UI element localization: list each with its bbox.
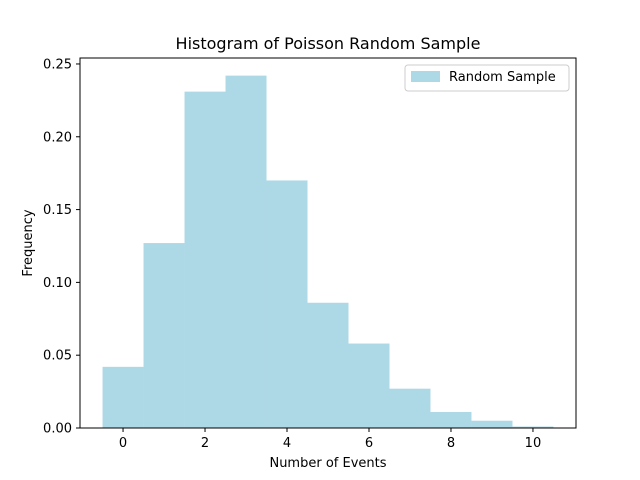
histogram-bar <box>143 243 185 428</box>
legend-label: Random Sample <box>449 70 556 85</box>
plot-frame <box>79 57 577 429</box>
y-axis-label: Frequency <box>21 209 36 276</box>
histogram-bar <box>102 366 144 428</box>
x-tick-label: 2 <box>201 436 209 451</box>
histogram-bar <box>266 180 308 428</box>
y-tick-label: 0.20 <box>43 130 72 145</box>
y-tick-label: 0.15 <box>43 203 72 218</box>
x-axis-label: Number of Events <box>269 456 386 471</box>
histogram-bar <box>184 91 226 429</box>
y-tick-label: 0.10 <box>43 276 72 291</box>
y-tick-label: 0.00 <box>43 422 72 437</box>
histogram-bar <box>225 75 267 428</box>
legend-swatch <box>411 71 440 82</box>
x-tick-label: 6 <box>365 436 373 451</box>
y-axis-ticks: 0.00 0.05 0.10 0.15 0.20 0.25 <box>43 57 80 437</box>
histogram-bar <box>512 426 554 428</box>
x-tick-label: 0 <box>119 436 127 451</box>
histogram-bars <box>102 75 554 429</box>
y-tick-label: 0.05 <box>43 349 72 364</box>
x-tick-label: 10 <box>525 436 542 451</box>
histogram-bar <box>471 420 513 428</box>
histogram-bar <box>348 343 390 428</box>
legend: Random Sample <box>404 64 570 92</box>
y-tick-label: 0.25 <box>43 57 72 72</box>
histogram-bar <box>389 388 431 428</box>
x-tick-label: 4 <box>283 436 291 451</box>
x-axis-ticks: 0 2 4 6 8 10 <box>119 428 541 451</box>
histogram-bar <box>430 411 472 428</box>
x-tick-label: 8 <box>447 436 455 451</box>
chart-title: Histogram of Poisson Random Sample <box>176 34 481 53</box>
legend-box <box>404 64 570 92</box>
histogram-bar <box>307 302 349 428</box>
